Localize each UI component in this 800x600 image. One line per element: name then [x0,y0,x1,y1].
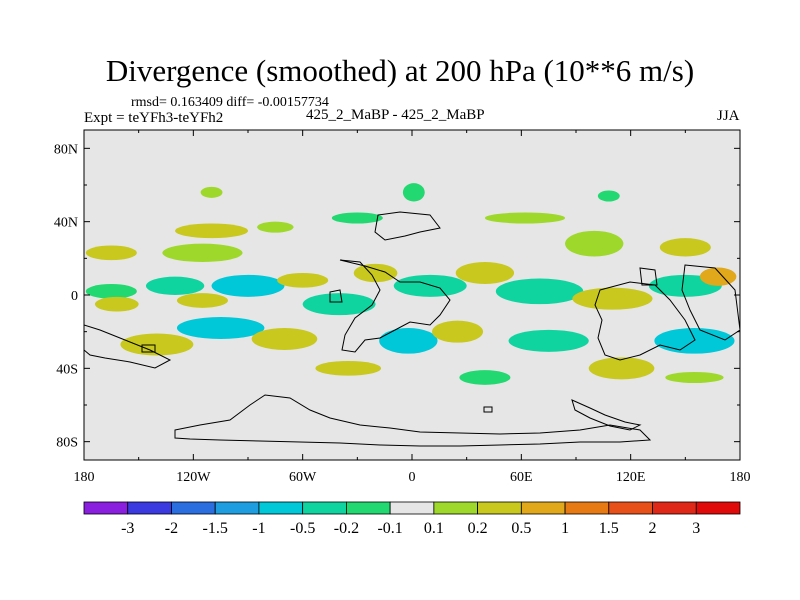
colorbar-swatch [477,501,522,515]
contour-patch [302,293,376,316]
contour-patch [565,230,624,257]
colorbar-swatch [433,501,479,515]
coastline [571,399,642,431]
coastline [141,344,156,353]
contour-patch [120,333,194,356]
cases-label: 425_2_MaBP - 425_2_MaBP [306,107,485,123]
coastline [639,267,658,286]
contour-patch [277,273,329,288]
colorbar-swatch [302,501,347,515]
contour-patch [572,287,653,310]
contour-patch [455,262,515,284]
coastlines [84,211,740,447]
contour-patch [402,183,425,202]
axis-ticks [83,130,741,460]
colorbar-label: -0.2 [334,520,359,537]
x-tick-label: 60W [289,470,317,485]
coastline [84,324,172,369]
y-tick-label: 80S [56,436,78,451]
contour-patch [588,357,655,380]
chart-title: Divergence (smoothed) at 200 hPa (10**6 … [105,53,695,88]
contour-patch [665,372,724,383]
y-tick-label: 80N [54,142,78,157]
colorbar-label: -0.1 [377,520,402,537]
colorbar-swatch [520,501,566,515]
contour-patch [432,320,484,343]
contour-patch [659,238,711,257]
coastline [329,289,343,303]
colorbar-label: 0.2 [468,520,488,537]
contour-patch [85,284,137,299]
contour-patch [597,190,620,202]
contour-patch [175,223,248,239]
x-tick-label: 180 [730,470,751,485]
x-tick-label: 0 [409,470,416,485]
contour-patch [145,276,205,296]
colorbar-swatch [83,501,129,515]
contour-patch [353,263,398,283]
colorbar-swatch [258,501,304,515]
y-tick-label: 40S [56,362,78,377]
colorbar-swatch [608,501,653,515]
y-tick-label: 40N [54,216,78,231]
contour-patch [315,361,382,376]
contour-patch [257,221,294,233]
colorbar-swatch [695,501,741,515]
coastline [594,281,696,361]
colorbar-swatch [564,501,610,515]
coastline [483,406,493,413]
stats-text: rmsd= 0.163409 diff= -0.00157734 [131,95,329,110]
coastline [174,394,652,447]
colorbar-swatch [389,501,435,515]
contour-patch [459,370,511,385]
coastline [339,259,451,353]
colorbar-swatch [652,501,697,515]
colorbar-label: 1.5 [599,520,619,537]
colorbar-swatch [345,501,391,515]
colorbar-label: -1.5 [203,520,228,537]
colorbar-swatch [171,501,216,515]
contour-patch [251,328,318,350]
colorbar: -3 -2 -1.5 -1 -0.5 -0.2 -0.1 0.1 0.2 0.5 1 1.5 2 3 [83,501,741,537]
contour-patch [331,212,383,224]
x-tick-label: 180 [74,470,95,485]
colorbar-label: 0.1 [424,520,444,537]
season-label: JJA [717,108,740,124]
colorbar-label: -1 [252,520,265,537]
contour-patch [162,243,243,262]
contour-field [85,183,737,385]
y-tick-label: 0 [71,289,78,304]
contour-patch [484,212,566,224]
contour-patch [495,278,584,305]
x-tick-label: 120E [616,470,646,485]
coastline [374,211,441,241]
colorbar-swatch [214,501,260,515]
x-tick-label: 60E [510,470,533,485]
colorbar-label: -0.5 [290,520,315,537]
contour-patch [85,245,137,261]
colorbar-swatch [127,501,172,515]
contour-patch [508,329,589,352]
contour-patch [393,274,467,297]
colorbar-label: 2 [649,520,657,537]
contour-patch [379,328,438,354]
contour-patch [94,296,139,312]
coastline [681,264,740,341]
experiment-label: Expt = teYFh3-teYFh2 [84,110,224,126]
contour-patch [176,293,228,308]
contour-patch [699,267,737,286]
contour-patch [211,274,285,297]
contour-patch [176,317,265,339]
colorbar-label: -2 [165,520,178,537]
colorbar-label: 1 [561,520,569,537]
colorbar-label: 0.5 [511,520,531,537]
colorbar-label: -3 [121,520,134,537]
colorbar-label: 3 [692,520,700,537]
contour-patch [200,186,223,198]
x-tick-label: 120W [176,470,211,485]
